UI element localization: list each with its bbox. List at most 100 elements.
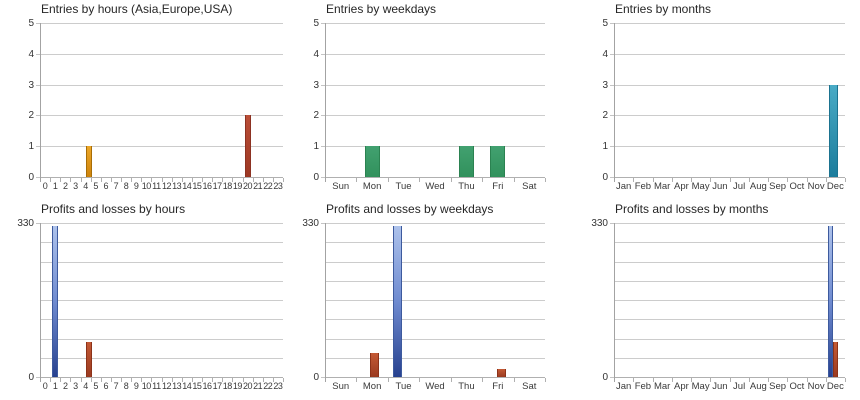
chart-entries-by-months: Entries by months 0 1 2 3 4 5 Jan Feb Mar Apr May Ju… — [573, 0, 860, 200]
x-category-label: Aug — [749, 381, 767, 392]
bar-red[interactable] — [370, 352, 380, 377]
x-axis-tick — [110, 178, 112, 182]
x-axis-tick — [450, 378, 452, 382]
bar-blue[interactable] — [393, 226, 403, 377]
y-axis-line — [614, 23, 615, 182]
x-axis-tick — [151, 178, 153, 182]
bar-darkred[interactable] — [244, 115, 251, 177]
x-axis-tick — [100, 178, 102, 182]
x-axis-tick — [242, 378, 244, 382]
bar-orange[interactable] — [86, 146, 93, 177]
x-axis-tick — [131, 378, 133, 382]
y-axis-tick — [610, 23, 614, 24]
x-axis-tick — [768, 178, 769, 182]
x-axis-tick — [513, 378, 515, 382]
bar-blue[interactable] — [827, 226, 833, 377]
x-axis-tick — [252, 378, 254, 382]
x-category-label: Jun — [712, 381, 728, 392]
x-category-label: 18 — [222, 181, 233, 191]
x-axis-tick — [141, 378, 143, 382]
gridline — [614, 261, 845, 263]
bar-blue[interactable] — [52, 226, 59, 377]
y-tick-label: 2 — [313, 110, 319, 122]
x-category-label: 21 — [253, 381, 263, 391]
x-axis-tick — [633, 378, 635, 382]
x-axis-tick — [748, 178, 750, 182]
bar-red[interactable] — [85, 342, 92, 377]
x-axis-tick — [633, 178, 635, 182]
x-category-label: 8 — [123, 181, 129, 191]
x-axis-tick — [419, 378, 421, 382]
x-axis-tick — [356, 178, 358, 182]
x-axis-tick — [262, 378, 264, 382]
x-category-label: 12 — [161, 381, 172, 391]
bar-green[interactable] — [490, 146, 506, 177]
y-axis-line — [325, 223, 326, 382]
y-tick-label: 5 — [28, 18, 34, 29]
x-category-label: 15 — [192, 381, 202, 391]
bar-green[interactable] — [458, 146, 474, 177]
y-tick-label: 3 — [313, 79, 319, 91]
x-axis-line — [325, 377, 545, 378]
x-category-label: 12 — [161, 181, 172, 191]
x-axis-tick — [691, 378, 692, 382]
y-tick-label: 4 — [28, 48, 34, 60]
x-axis-tick — [710, 178, 712, 182]
gridline — [40, 146, 283, 148]
chart-title: Profits and losses by hours — [41, 202, 186, 216]
x-category-label: 10 — [141, 181, 152, 191]
y-axis-tick — [610, 177, 614, 178]
x-axis-tick — [161, 178, 163, 182]
x-category-label: Mon — [362, 381, 382, 392]
x-category-label: Tue — [395, 181, 412, 192]
gridline — [40, 280, 283, 282]
x-category-label: 15 — [192, 181, 202, 191]
gridline — [614, 115, 845, 117]
x-axis-tick — [272, 178, 274, 182]
y-tick-label: 0 — [313, 172, 319, 183]
x-category-label: 20 — [242, 381, 253, 391]
x-category-label: 11 — [152, 181, 161, 191]
x-axis-tick — [545, 178, 546, 182]
chart-title: Entries by hours (Asia,Europe,USA) — [41, 2, 233, 16]
x-axis-tick — [729, 378, 731, 382]
y-axis-tick — [36, 146, 40, 148]
gridline — [614, 84, 845, 86]
gridline — [325, 223, 545, 224]
x-category-label: Apr — [673, 181, 689, 192]
y-axis-tick — [321, 23, 325, 24]
x-category-label: 7 — [113, 381, 119, 391]
x-category-label: 5 — [93, 381, 98, 391]
x-axis-tick — [652, 178, 654, 182]
x-category-label: Jul — [733, 181, 746, 192]
x-axis-tick — [356, 378, 358, 382]
chart-title: Profits and losses by weekdays — [326, 202, 494, 216]
x-axis-tick — [387, 178, 389, 182]
bar-red[interactable] — [833, 342, 839, 377]
y-tick-label: 2 — [28, 110, 34, 122]
gridline — [614, 357, 845, 359]
x-axis-tick — [768, 378, 769, 382]
y-axis-tick — [610, 377, 614, 378]
gridline — [614, 300, 845, 301]
y-tick-label: 3 — [602, 79, 608, 91]
y-tick-label: 3 — [28, 79, 34, 91]
x-axis-tick — [70, 178, 72, 182]
x-axis-tick — [845, 378, 846, 382]
x-axis-tick — [131, 178, 133, 182]
x-category-label: 4 — [83, 381, 88, 391]
bar-red[interactable] — [496, 369, 506, 377]
x-category-label: Feb — [634, 381, 652, 392]
bar-teal[interactable] — [829, 84, 839, 177]
x-category-label: Thu — [458, 181, 475, 192]
gridline — [325, 357, 545, 359]
x-axis-tick — [252, 178, 254, 182]
x-axis-line — [325, 177, 545, 178]
gridline — [325, 261, 545, 263]
y-tick-label: 0 — [602, 372, 608, 383]
bar-green[interactable] — [364, 146, 380, 177]
y-axis-tick — [610, 53, 614, 55]
x-axis-tick — [110, 378, 112, 382]
x-category-label: 22 — [263, 381, 273, 391]
